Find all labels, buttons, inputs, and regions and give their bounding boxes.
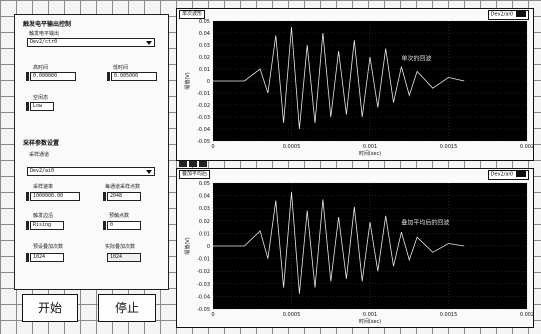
low-time-label: 低时间 xyxy=(113,65,129,71)
y-tick-label: 0.03 xyxy=(199,43,210,49)
pretrigger-input[interactable]: 0 xyxy=(107,221,141,230)
sample-rate-label: 采样速率 xyxy=(33,184,54,190)
x-tick-label: 0.002 xyxy=(520,144,534,150)
idle-state-select[interactable]: Low xyxy=(30,102,54,111)
y-tick-label: -0.05 xyxy=(197,307,210,313)
y-tick-label: -0.03 xyxy=(197,115,210,121)
waveform-plot[interactable]: 0 0.0005 0.001 0.0015 0.002 0.05 0.04 0.03 0.02 0… xyxy=(177,169,535,329)
plot-legend[interactable]: Dev2/ai0 xyxy=(487,10,529,20)
x-tick-label: 0 xyxy=(211,144,214,150)
idle-state-spinner[interactable] xyxy=(26,102,29,111)
y-tick-label: 0.05 xyxy=(199,19,210,25)
preset-average-spinner[interactable] xyxy=(26,253,29,262)
averaged-waveform-graph: 叠加平均后 Dev2/ai0 0 0.0005 0.001 0.0015 0.002 0.… xyxy=(176,161,535,329)
waveform-series xyxy=(213,26,465,130)
y-tick-label: 0.04 xyxy=(199,31,210,37)
y-axis-label: 幅值(V) xyxy=(184,237,191,254)
legend-label: Dev2/ai0 xyxy=(490,11,513,18)
x-tick-label: 0.0015 xyxy=(440,144,458,150)
trigger-edge-select[interactable]: Rising xyxy=(30,221,64,230)
pretrigger-spinner[interactable] xyxy=(103,221,106,230)
trigger-section-heading: 触发电平输出控制 xyxy=(23,21,72,28)
y-tick-label: -0.02 xyxy=(197,103,210,109)
legend-swatch xyxy=(516,11,526,17)
samples-per-channel-spinner[interactable] xyxy=(103,192,106,201)
samples-per-channel-input[interactable]: 2048 xyxy=(107,192,141,201)
legend-label: Dev2/ai0 xyxy=(490,171,513,178)
x-tick-label: 0.002 xyxy=(520,312,534,318)
pan-tool-icon[interactable] xyxy=(189,161,197,167)
x-tick-label: 0.001 xyxy=(363,144,377,150)
y-tick-label: 0.04 xyxy=(199,194,210,200)
x-tick-label: 0.001 xyxy=(363,312,377,318)
sampling-channel-label: 采样通道 xyxy=(29,152,50,158)
sampling-channel-value: Dev2/ai0 xyxy=(30,168,55,174)
x-tick-label: 0.0015 xyxy=(440,312,458,318)
y-tick-label: -0.01 xyxy=(197,91,210,97)
plot-legend[interactable]: Dev2/ai0 xyxy=(487,170,529,180)
preset-average-label: 预设叠加次数 xyxy=(33,244,64,250)
single-waveform-graph: 单次波形 Dev2/ai0 0 0.0005 0.001 0.0015 0.002 0.0… xyxy=(176,8,534,161)
waveform-annotation: 叠加平均后的回波 xyxy=(401,219,449,227)
y-tick-label: -0.03 xyxy=(197,282,210,288)
y-axis-label: 幅值(V) xyxy=(184,72,191,89)
graph-title: 单次波形 xyxy=(179,10,206,19)
control-panel: 触发电平输出控制 触发电平输出 Dev2/ctr0 高时间 0.000000 低… xyxy=(14,14,169,290)
y-tick-label: 0.05 xyxy=(199,181,210,187)
x-tick-label: 0.0005 xyxy=(283,144,301,150)
waveform-annotation: 单次的回波 xyxy=(401,55,431,63)
trigger-channel-value: Dev2/ctr0 xyxy=(30,39,58,45)
x-tick-label: 0.0005 xyxy=(283,312,301,318)
zoom-tool-icon[interactable] xyxy=(179,161,187,167)
y-tick-label: -0.04 xyxy=(197,127,210,133)
x-axis-label: 时间(sec) xyxy=(359,150,381,157)
y-tick-label: 0 xyxy=(207,244,210,250)
legend-swatch xyxy=(516,171,526,177)
stop-button[interactable]: 停止 xyxy=(98,294,156,322)
y-tick-label: 0.01 xyxy=(199,231,210,237)
actual-average-display: 1024 xyxy=(107,253,141,262)
trigger-edge-label: 触发边沿 xyxy=(33,213,54,219)
trigger-channel-label: 触发电平输出 xyxy=(29,31,60,37)
start-button[interactable]: 开始 xyxy=(22,294,78,322)
sampling-channel-dropdown[interactable]: Dev2/ai0 xyxy=(27,167,155,176)
trigger-channel-dropdown[interactable]: Dev2/ctr0 xyxy=(27,38,155,47)
x-tick-label: 0 xyxy=(211,312,214,318)
high-time-label: 高时间 xyxy=(33,65,49,71)
high-time-input[interactable]: 0.000000 xyxy=(30,72,76,81)
actual-average-label: 实际叠加次数 xyxy=(105,244,136,250)
idle-state-label: 空闲态 xyxy=(33,95,49,101)
sampling-section-heading: 采样参数设置 xyxy=(23,140,60,147)
cursor-tool-icon[interactable] xyxy=(199,161,207,167)
sample-rate-input[interactable]: 1000000.00 xyxy=(30,192,80,201)
low-time-input[interactable]: 0.005000 xyxy=(111,72,157,81)
x-axis-label: 时间(sec) xyxy=(359,318,381,325)
trigger-edge-spinner[interactable] xyxy=(26,221,29,230)
samples-per-channel-label: 每通道采样点数 xyxy=(105,184,141,190)
y-tick-label: -0.01 xyxy=(197,257,210,263)
y-tick-label: 0.01 xyxy=(199,67,210,73)
waveform-plot[interactable]: 0 0.0005 0.001 0.0015 0.002 0.05 0.04 0.03 0.02 0… xyxy=(177,9,535,162)
y-tick-label: -0.04 xyxy=(197,294,210,300)
y-tick-label: 0.02 xyxy=(199,219,210,225)
y-tick-label: -0.05 xyxy=(197,139,210,145)
high-time-spinner[interactable] xyxy=(26,72,29,81)
y-tick-label: 0.02 xyxy=(199,55,210,61)
graph-title: 叠加平均后 xyxy=(179,170,211,179)
waveform-series xyxy=(213,191,465,294)
preset-average-input[interactable]: 1024 xyxy=(30,253,64,262)
pretrigger-label: 预触点数 xyxy=(109,213,130,219)
y-tick-label: 0 xyxy=(207,79,210,85)
y-tick-label: -0.02 xyxy=(197,269,210,275)
y-tick-label: 0.03 xyxy=(199,206,210,212)
sample-rate-spinner[interactable] xyxy=(26,192,29,201)
low-time-spinner[interactable] xyxy=(107,72,110,81)
